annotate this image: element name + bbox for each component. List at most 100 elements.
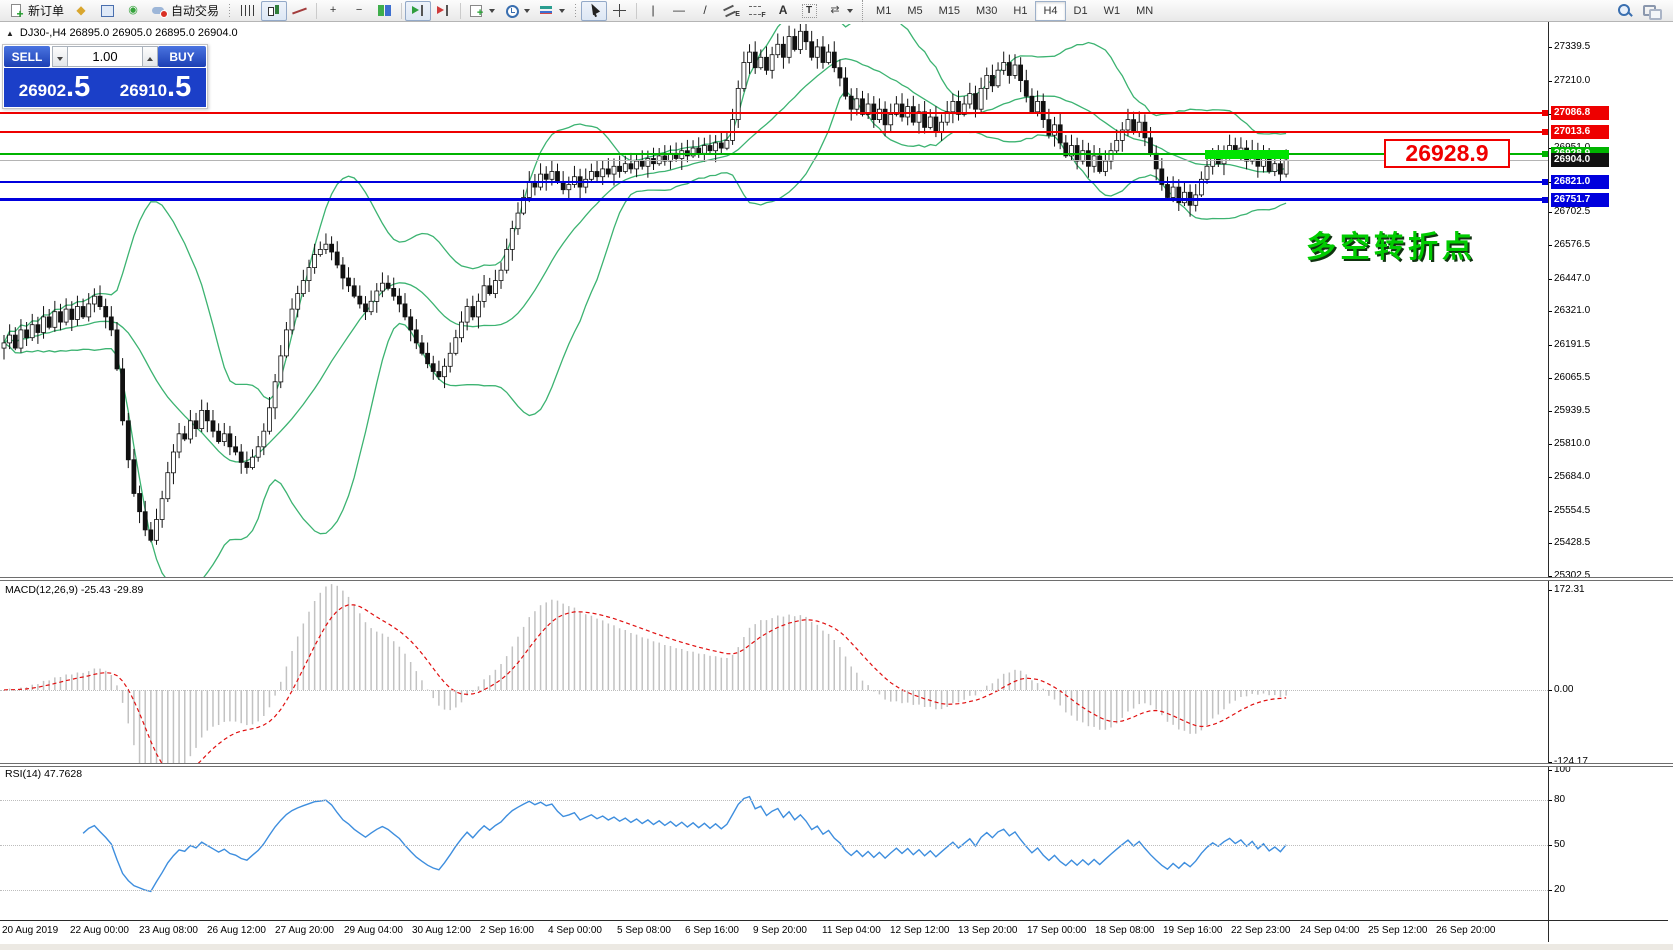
bar-chart-button[interactable] xyxy=(235,1,261,21)
timeframe-m5-button[interactable]: M5 xyxy=(899,1,930,21)
rsi-label: RSI(14) 47.7628 xyxy=(5,768,83,780)
signals-button[interactable]: ◉ xyxy=(120,1,146,21)
macd-label: MACD(12,26,9) -25.43 -29.89 xyxy=(5,584,144,596)
chart-window[interactable]: 27339.527210.027080.526951.026821.526702… xyxy=(0,22,1673,950)
periods-button[interactable] xyxy=(499,1,534,21)
vline-icon: | xyxy=(651,3,655,17)
search-button[interactable] xyxy=(1612,1,1638,21)
rsi-tick: 20 xyxy=(1554,884,1566,895)
periods-icon xyxy=(503,3,521,18)
templates-button[interactable] xyxy=(534,1,569,21)
tile-windows-button[interactable] xyxy=(372,1,398,21)
time-label: 22 Aug 00:00 xyxy=(70,925,129,936)
hline-icon: — xyxy=(673,3,686,17)
text-button[interactable]: A xyxy=(770,1,796,21)
macd-tick: 0.00 xyxy=(1554,684,1574,695)
label-button[interactable]: T xyxy=(796,1,822,21)
price-tick-mark xyxy=(1548,182,1552,183)
volume-input[interactable]: 1.00 xyxy=(68,46,142,67)
price-tick-mark xyxy=(1548,345,1552,346)
fibonacci-button[interactable]: F xyxy=(744,1,770,21)
time-label: 26 Aug 12:00 xyxy=(207,925,266,936)
symbols-icon: ◆ xyxy=(76,3,86,17)
price-tick-mark xyxy=(1548,47,1552,48)
time-label: 20 Aug 2019 xyxy=(2,925,59,936)
indicators-button[interactable]: + xyxy=(464,1,499,21)
chart-annotation[interactable]: 多空转折点 xyxy=(1306,231,1476,264)
hline-26751.7[interactable] xyxy=(0,198,1548,201)
price-tick: 26321.0 xyxy=(1554,305,1591,316)
cursor-button[interactable] xyxy=(581,0,608,21)
fibonacci-icon: F xyxy=(748,3,766,19)
up-arrow-icon xyxy=(147,57,153,61)
timeframe-h1-button[interactable]: H1 xyxy=(1005,1,1035,21)
timeframe-m1-button[interactable]: M1 xyxy=(868,1,899,21)
crosshair-icon xyxy=(611,3,629,18)
text-icon: A xyxy=(778,3,788,17)
bar-chart-icon xyxy=(239,3,257,18)
price-tick: 26447.0 xyxy=(1554,273,1591,284)
pane-divider-macd[interactable] xyxy=(0,577,1673,581)
price-scale[interactable] xyxy=(1549,22,1673,920)
time-label: 19 Sep 16:00 xyxy=(1163,925,1223,936)
buy-price-button[interactable]: 26910.5 xyxy=(105,68,206,107)
collapse-arrow-icon[interactable]: ▲ xyxy=(6,28,14,38)
trendline-button[interactable]: / xyxy=(692,1,718,21)
crosshair-button[interactable] xyxy=(607,1,633,21)
toolbar-separator xyxy=(401,2,403,19)
toolbar-buttons: + 新订单 ◆ ◉ 自动交易 + − + | — / E F A T ⇄ xyxy=(3,0,857,22)
trendline-icon: / xyxy=(703,3,707,17)
rsi-tick-mark xyxy=(1548,890,1552,891)
auto-scroll-button[interactable] xyxy=(405,0,432,21)
one-click-trading-panel: SELL 1.00 BUY 26902.5 26910.5 xyxy=(2,44,208,109)
price-tick: 25428.5 xyxy=(1554,537,1591,548)
line-chart-button[interactable] xyxy=(287,1,313,21)
volume-increase-button[interactable] xyxy=(142,46,158,67)
macd-tick-mark xyxy=(1548,590,1552,591)
highlight-bar[interactable] xyxy=(1205,150,1289,159)
data-window-button[interactable] xyxy=(94,1,120,21)
dropdown-arrow-icon xyxy=(524,8,531,13)
hline-26821[interactable] xyxy=(0,181,1548,183)
candle-chart-icon xyxy=(265,3,283,18)
templates-icon xyxy=(538,3,556,18)
sell-price-main: 26902 xyxy=(18,81,67,100)
price-callout[interactable]: 26928.9 xyxy=(1384,139,1510,168)
timeframe-w1-button[interactable]: W1 xyxy=(1096,1,1129,21)
sell-price-button[interactable]: 26902.5 xyxy=(4,68,105,107)
new-order-button[interactable]: + 新订单 xyxy=(3,1,68,21)
volume-decrease-button[interactable] xyxy=(52,46,68,67)
timeframe-m15-button[interactable]: M15 xyxy=(931,1,968,21)
shapes-button[interactable]: ⇄ xyxy=(822,1,857,21)
chart-shift-button[interactable] xyxy=(431,1,457,21)
timeframe-mn-button[interactable]: MN xyxy=(1128,1,1161,21)
price-tag-27013.6: 27013.6 xyxy=(1551,125,1609,139)
chart-canvas[interactable] xyxy=(0,22,1548,950)
autotrading-button[interactable]: 自动交易 xyxy=(146,1,223,21)
price-tag-27086.8: 27086.8 xyxy=(1551,106,1609,120)
hline-26928.9[interactable] xyxy=(0,153,1548,155)
buy-button[interactable]: BUY xyxy=(158,46,206,67)
bollinger-bands xyxy=(3,24,1287,577)
symbols-button[interactable]: ◆ xyxy=(68,1,94,21)
time-scale[interactable] xyxy=(0,921,1548,944)
timeframe-d1-button[interactable]: D1 xyxy=(1066,1,1096,21)
line-chart-icon xyxy=(291,3,309,18)
zoom-in-button[interactable]: + xyxy=(320,1,346,21)
hline-26904[interactable] xyxy=(0,160,1548,161)
dropdown-arrow-icon xyxy=(489,8,496,13)
pane-divider-rsi[interactable] xyxy=(0,763,1673,767)
hline-27086.8[interactable] xyxy=(0,112,1548,114)
macd-plot xyxy=(3,584,1287,763)
community-button[interactable] xyxy=(1638,1,1664,21)
zoom-out-button[interactable]: − xyxy=(346,1,372,21)
hline-27013.6[interactable] xyxy=(0,131,1548,133)
hline-button[interactable]: — xyxy=(666,1,692,21)
timeframe-h4-button[interactable]: H4 xyxy=(1035,0,1066,21)
channel-button[interactable]: E xyxy=(718,1,744,21)
vline-button[interactable]: | xyxy=(640,1,666,21)
time-label: 24 Sep 04:00 xyxy=(1300,925,1360,936)
timeframe-m30-button[interactable]: M30 xyxy=(968,1,1005,21)
candle-chart-button[interactable] xyxy=(261,0,288,21)
sell-button[interactable]: SELL xyxy=(4,46,50,67)
